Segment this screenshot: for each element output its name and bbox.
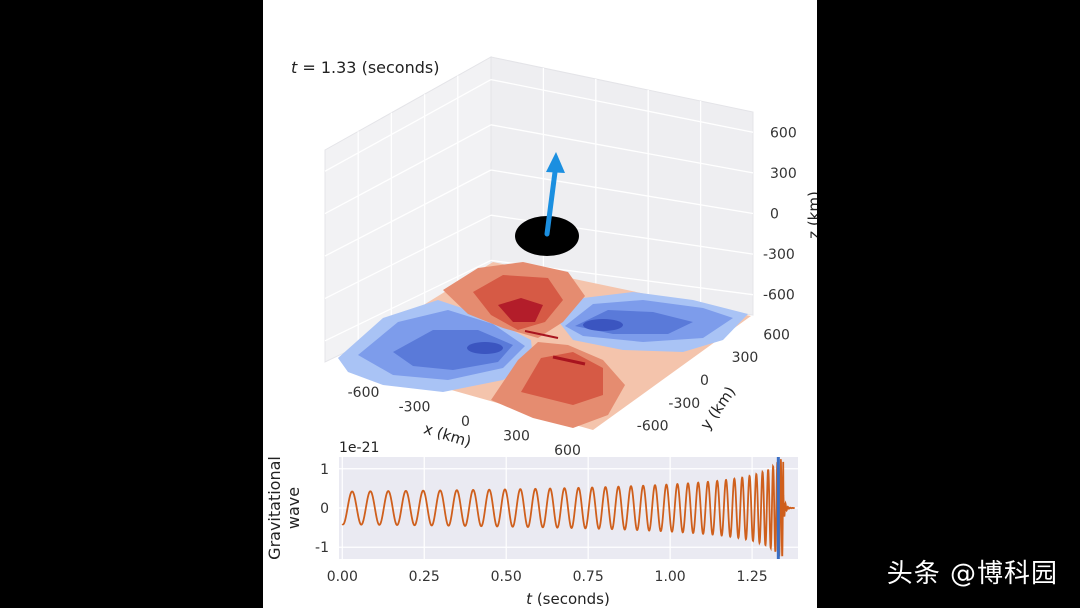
offset-label: 1e-21 [339,440,379,456]
floor-contour [338,262,751,430]
z-axis-label: z (km) [805,191,817,239]
plot2d: 1e-21 1 0 -1 0.00 0.25 0.50 0.75 1.00 1.25 Grav… [265,440,798,608]
y-tick-label: 300 [732,350,759,366]
wall-grid-line [324,124,492,215]
title-t: t [291,58,298,77]
y-tick-label: -600 [637,419,669,435]
wave-xlabel-var: t [526,590,533,608]
wave-x-ticks: 0.00 0.25 0.50 0.75 1.00 1.25 [327,569,768,585]
wall-grid-line [324,169,492,257]
contour-blue-right-center [583,319,623,331]
x-tick-label: -600 [348,385,380,401]
wave-x-tick-label: 0.00 [327,569,358,585]
wave-xlabel: t (seconds) [526,590,610,608]
wall-grid-line [324,214,492,299]
spin-arrow-shaft [544,169,558,237]
wall-grid-line [490,124,754,174]
y-tick-label: -300 [668,396,700,412]
z-tick-label: 300 [770,166,797,182]
wall-grid-line [324,79,492,172]
title-unit: (seconds) [356,58,439,77]
contour-red-bottom-mid [521,352,603,405]
contour-center-streak [524,330,559,339]
x-tick-label: -300 [399,400,431,416]
contour-red-bottom-streak [552,355,586,366]
x-tick-label: 600 [554,443,581,459]
wave-x-tick-label: 1.25 [737,569,768,585]
z-tick-label: -300 [763,247,795,263]
wave-series-line [341,459,795,557]
wave-x-tick-label: 0.50 [491,569,522,585]
contour-blue-left-core [393,330,513,370]
contour-blue-left-center [467,342,503,354]
z-tick-label: -600 [763,288,795,304]
spin-arrow-head [546,152,565,173]
wall-grid-line [490,169,754,215]
wave-y-tick-label: 1 [320,462,329,478]
y-axis-label: y (km) [697,383,740,433]
wave-ylabel-line1: Gravitational [265,456,284,560]
watermark: 头条 @博科园 [886,559,1058,589]
wall-grid-line [490,78,754,133]
z-axis-ticks: 600 300 0 -300 -600 [763,125,797,303]
wall-grid-line [324,259,492,342]
contour-red-top-core [498,298,543,322]
x-tick-label: 300 [503,428,530,444]
wave-xlabel-unit: (seconds) [532,590,610,608]
wave-y-ticks: 1 0 -1 [315,462,329,556]
wave-x-tick-label: 0.75 [573,569,604,585]
wave-ylabel-line2: wave [284,487,303,529]
time-title: t = 1.33 (seconds) [291,58,439,77]
x-tick-label: 0 [461,414,470,430]
y-tick-label: 600 [763,327,790,343]
wave-x-tick-label: 1.00 [655,569,686,585]
wave-x-tick-label: 0.25 [409,569,440,585]
wave-y-tick-label: -1 [315,540,329,556]
x-axis-ticks: -600 -300 0 300 600 [348,385,581,459]
y-tick-label: 0 [700,373,709,389]
title-value: = 1.33 [297,58,356,77]
z-tick-label: 0 [770,207,779,223]
z-tick-label: 600 [770,125,797,141]
wave-y-tick-label: 0 [320,501,329,517]
